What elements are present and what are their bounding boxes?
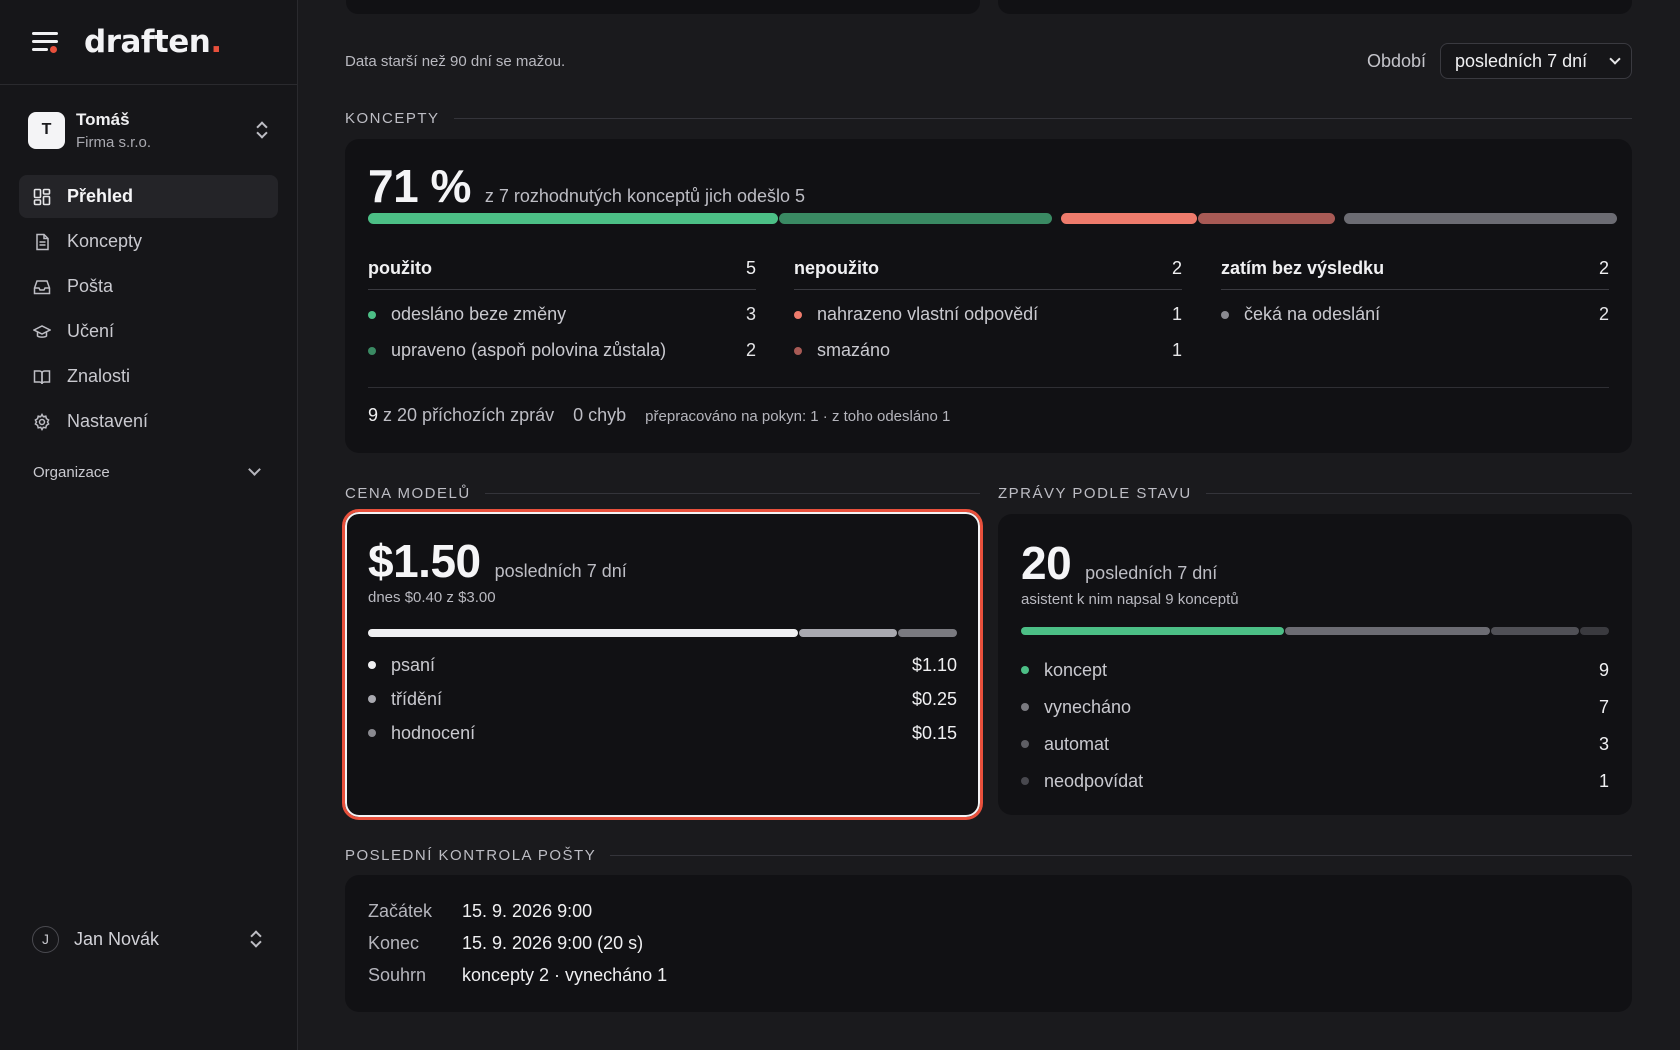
bar-segment-vynecháno [1285, 627, 1490, 635]
sidebar-item-nastaveni[interactable]: Nastavení [19, 400, 278, 443]
zpravy-total: 20 [1021, 537, 1072, 589]
cena-today: dnes $0.40 z $3.00 [368, 589, 496, 606]
list-item: třídění $0.25 [368, 687, 957, 711]
section-header-cena: CENA MODELŮ [345, 483, 980, 503]
group-pouzito: použito 5 odesláno beze změny 3 upraveno (… [368, 258, 756, 362]
menu-icon[interactable] [32, 31, 60, 53]
list-item: čeká na odeslání 2 [1221, 303, 1609, 326]
koncepty-footer: 9 z 20 příchozích zpráv 0 chyb přepracov… [368, 405, 951, 425]
list-item: vynecháno 7 [1021, 695, 1609, 719]
kontrola-row-start: Začátek 15. 9. 2026 9:00 [368, 900, 593, 921]
section-header-kontrola: POSLEDNÍ KONTROLA POŠTY [345, 845, 1632, 865]
book-icon [33, 368, 51, 386]
chevron-updown-icon [249, 930, 263, 948]
cena-list: psaní $1.10 třídění $0.25 hodnocení $0.15 [368, 653, 957, 745]
bar-segment-psaní [368, 629, 799, 637]
account-name: Tomáš [76, 109, 130, 129]
retention-note: Data starší než 90 dní se mažou. [345, 52, 566, 70]
bar-segment-upraveno [778, 213, 1052, 224]
koncepty-card: 71 % z 7 rozhodnutých konceptů jich odeš… [345, 139, 1632, 453]
list-item: psaní $1.10 [368, 653, 957, 677]
sidebar-item-uceni[interactable]: Učení [19, 310, 278, 353]
bar-segment-nahrazeno [1060, 213, 1198, 224]
sidebar: draften. T Tomáš Firma s.r.o. Přehled Ko… [0, 0, 298, 1050]
list-item: hodnocení $0.15 [368, 721, 957, 745]
list-item: smazáno 1 [794, 339, 1182, 362]
account-org: Firma s.r.o. [76, 133, 152, 151]
period-select[interactable]: posledních 7 dní [1440, 43, 1632, 79]
section-header-koncepty: KONCEPTY [345, 108, 1632, 128]
card-top-right-partial [998, 0, 1632, 14]
gear-icon [33, 412, 51, 431]
user-name: Jan Novák [74, 928, 160, 949]
koncepty-summary: z 7 rozhodnutých konceptů jich odešlo 5 [484, 186, 806, 206]
kontrola-row-end: Konec 15. 9. 2026 9:00 (20 s) [368, 932, 644, 953]
bar-segment-odesláno-beze-změny [368, 213, 778, 224]
list-item: odesláno beze změny 3 [368, 303, 756, 326]
bar-segment-koncept [1021, 627, 1285, 635]
group-nepouzito: nepoužito 2 nahrazeno vlastní odpovědí 1 s… [794, 258, 1182, 362]
section-header-zpravy: ZPRÁVY PODLE STAVU [998, 483, 1632, 503]
kontrola-card: Začátek 15. 9. 2026 9:00 Konec 15. 9. 2026… [345, 875, 1632, 1012]
chevron-updown-icon [255, 121, 269, 139]
account-avatar: T [28, 111, 65, 149]
sidebar-nav: Přehled Koncepty Pošta Učení Znalosti [0, 175, 297, 443]
koncepty-percent: 71 % [368, 160, 471, 212]
chevron-down-icon [248, 463, 261, 476]
sidebar-item-posta[interactable]: Pošta [19, 265, 278, 308]
brand-header: draften. [0, 0, 297, 85]
account-switcher[interactable]: T Tomáš Firma s.r.o. [0, 85, 297, 175]
list-item: koncept 9 [1021, 658, 1609, 682]
bar-segment-automat [1491, 627, 1579, 635]
organization-toggle[interactable]: Organizace [33, 461, 263, 483]
cena-period: posledních 7 dní [494, 561, 627, 581]
bar-segment-třídění [799, 629, 898, 637]
zpravy-period: posledních 7 dní [1085, 563, 1218, 583]
sidebar-item-koncepty[interactable]: Koncepty [19, 220, 278, 263]
document-icon [33, 233, 51, 251]
cena-total: $1.50 [368, 535, 481, 587]
logo[interactable]: draften. [84, 24, 222, 60]
bar-segment-hodnocení [898, 629, 957, 637]
list-item: automat 3 [1021, 732, 1609, 756]
bar-segment-smazáno [1198, 213, 1335, 224]
inbox-icon [33, 278, 51, 296]
bar-segment-neodpovídat [1579, 627, 1609, 635]
group-bez-vysledku: zatím bez výsledku 2 čeká na odeslání 2 [1221, 258, 1609, 326]
list-item: nahrazeno vlastní odpovědí 1 [794, 303, 1182, 326]
sidebar-item-znalosti[interactable]: Znalosti [19, 355, 278, 398]
graduation-cap-icon [33, 323, 51, 341]
cena-card[interactable]: $1.50 posledních 7 dní dnes $0.40 z $3.0… [342, 509, 983, 820]
list-item: neodpovídat 1 [1021, 769, 1609, 793]
list-item: upraveno (aspoň polovina zůstala) 2 [368, 339, 756, 362]
kontrola-row-summary: Souhrn koncepty 2 · vynecháno 1 [368, 964, 668, 985]
period-label: Období [1366, 50, 1426, 71]
user-menu[interactable]: J Jan Novák [32, 924, 263, 954]
zpravy-note: asistent k nim napsal 9 konceptů [1021, 591, 1239, 608]
chevron-down-icon [1609, 52, 1621, 65]
sidebar-item-prehled[interactable]: Přehled [19, 175, 278, 218]
card-top-left-partial [346, 0, 980, 14]
main-content: Data starší než 90 dní se mažou. Období … [298, 0, 1680, 1050]
zpravy-list: koncept 9 vynecháno 7 automat 3 neodpovídat… [1021, 658, 1609, 793]
user-avatar: J [32, 925, 59, 953]
bar-segment-čeká [1343, 213, 1617, 224]
info-row: Data starší než 90 dní se mažou. Období … [345, 43, 1632, 79]
zpravy-card: 20 posledních 7 dní asistent k nim napsa… [998, 514, 1632, 815]
dashboard-icon [33, 188, 51, 206]
